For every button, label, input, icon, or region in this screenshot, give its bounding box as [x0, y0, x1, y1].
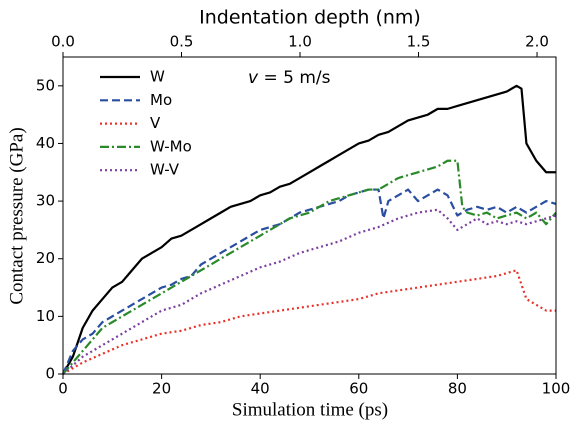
y-tick-label: 30 [36, 192, 55, 210]
x-axis-label: Simulation time (ps) [232, 399, 388, 420]
series-line [62, 159, 557, 375]
series-line [62, 208, 557, 375]
annotation-variable: v [248, 68, 259, 88]
legend-label: W-V [150, 161, 180, 179]
top-axis-label: Indentation depth (nm) [199, 7, 421, 29]
plot-frame [62, 56, 557, 375]
top-tick-label: 2.0 [525, 33, 549, 51]
top-tick-label: 0.0 [51, 33, 75, 51]
x-tick-label: 60 [349, 380, 368, 398]
y-tick-label: 0 [45, 365, 55, 383]
x-tick-label: 40 [251, 380, 270, 398]
x-tick-label: 80 [448, 380, 467, 398]
top-tick-label: 1.0 [288, 33, 312, 51]
series-line [62, 269, 556, 375]
y-tick-label: 20 [36, 249, 55, 267]
x-tick-label: 20 [152, 380, 171, 398]
x-tick-label: 100 [542, 380, 571, 398]
legend-label: Mo [150, 91, 172, 109]
y-axis-label: Contact pressure (GPa) [6, 127, 27, 304]
top-tick-label: 0.5 [170, 33, 194, 51]
annotation-text: = 5 m/s [263, 68, 330, 88]
legend-label: W-Mo [150, 137, 192, 155]
series-line [61, 188, 557, 375]
y-tick-label: 40 [36, 134, 55, 152]
annotation: v = 5 m/s [248, 68, 331, 88]
legend-label: V [150, 114, 161, 132]
x-tick-label: 0 [58, 380, 68, 398]
legend-label: W [150, 68, 165, 86]
y-tick-label: 10 [36, 307, 55, 325]
top-tick-label: 1.5 [407, 33, 431, 51]
y-tick-label: 50 [36, 76, 55, 94]
series-line [62, 84, 556, 375]
